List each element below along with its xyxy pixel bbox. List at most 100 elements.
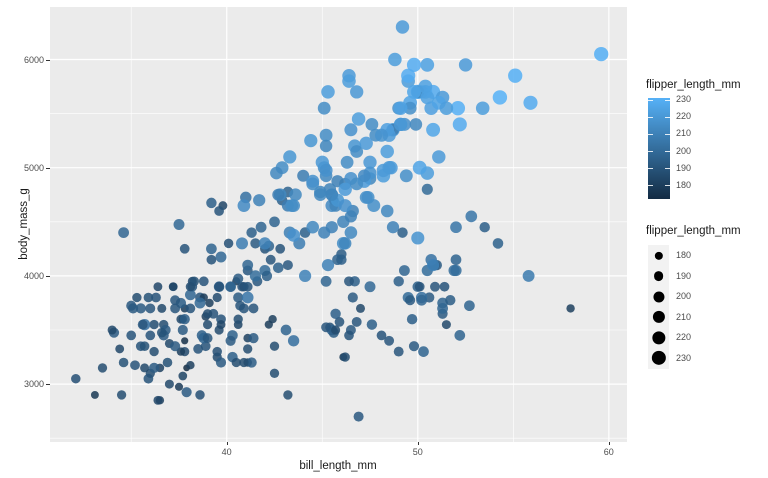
size-legend-dot — [651, 350, 666, 366]
scatter-point — [403, 101, 417, 115]
scatter-point — [399, 169, 413, 183]
scatter-point — [347, 292, 358, 303]
scatter-point — [454, 330, 466, 341]
scatter-point — [439, 101, 454, 115]
scatter-point — [216, 320, 226, 330]
scatter-point — [261, 270, 273, 282]
size-legend-dot — [654, 251, 663, 260]
scatter-point — [194, 297, 206, 309]
scatter-point — [242, 281, 253, 292]
y-tick-mark — [46, 59, 50, 61]
scatter-point — [145, 303, 156, 314]
scatter-point — [330, 308, 341, 320]
scatter-point — [421, 183, 433, 195]
scatter-point — [325, 188, 339, 201]
scatter-point — [350, 177, 364, 191]
scatter-point — [145, 330, 156, 341]
size-legend-key — [648, 265, 669, 287]
scatter-point — [71, 373, 81, 384]
colorbar-tick — [665, 99, 670, 101]
scatter-point — [317, 101, 331, 115]
scatter-point — [115, 344, 125, 354]
scatter-point — [153, 395, 163, 405]
scatter-point — [126, 300, 137, 311]
scatter-point — [225, 335, 236, 346]
scatter-point — [143, 292, 154, 303]
colorbar-tick-label: 200 — [676, 145, 692, 156]
scatter-point — [214, 206, 224, 216]
scatter-point — [164, 379, 174, 389]
scatter-point — [321, 258, 335, 272]
scatter-point — [344, 276, 354, 287]
size-legend-title: flipper_length_mm — [646, 225, 741, 237]
scatter-point — [248, 303, 259, 314]
scatter-point — [492, 238, 504, 249]
scatter-point — [342, 74, 356, 88]
scatter-point — [242, 259, 254, 271]
scatter-point — [202, 309, 213, 319]
scatter-point — [344, 330, 354, 341]
color-legend-title: flipper_length_mm — [646, 79, 741, 91]
scatter-point — [243, 344, 253, 354]
scatter-point — [439, 281, 450, 292]
x-axis-title: bill_length_mm — [299, 460, 377, 472]
colorbar-tick — [648, 133, 653, 135]
colorbar-tick — [665, 133, 670, 135]
scatter-point — [338, 199, 352, 213]
scatter-point — [282, 260, 293, 271]
size-legend-label: 220 — [676, 332, 692, 342]
y-tick-mark — [46, 167, 50, 169]
y-tick-label: 4000 — [23, 270, 44, 281]
scatter-point — [156, 327, 167, 338]
scatter-canvas — [50, 7, 627, 442]
scatter-point — [406, 313, 418, 325]
size-legend-dot — [651, 330, 666, 345]
colorbar — [648, 98, 670, 199]
scatter-point — [137, 319, 148, 330]
scatter-point — [198, 276, 209, 287]
scatter-point — [269, 368, 280, 378]
scatter-point — [215, 251, 227, 263]
size-legend-key — [648, 347, 669, 369]
y-tick-label: 5000 — [23, 162, 44, 173]
scatter-point — [306, 174, 320, 188]
scatter-point — [118, 357, 129, 368]
scatter-point — [118, 227, 130, 239]
scatter-point — [239, 357, 249, 368]
scatter-point — [464, 300, 475, 312]
scatter-point — [355, 303, 366, 313]
scatter-point — [285, 199, 299, 213]
plot-panel — [50, 7, 627, 442]
colorbar-tick-label: 230 — [676, 94, 692, 105]
scatter-point — [298, 269, 312, 283]
colorbar-tick — [665, 185, 670, 187]
scatter-point — [130, 360, 140, 371]
size-legend-key — [648, 286, 669, 307]
x-tick-label: 40 — [221, 447, 232, 457]
scatter-point — [357, 169, 371, 183]
scatter-point — [225, 281, 236, 293]
y-tick-mark — [46, 275, 50, 277]
x-tick-mark — [226, 442, 228, 445]
scatter-point — [97, 363, 108, 373]
scatter-point — [393, 276, 404, 287]
scatter-point — [380, 204, 394, 218]
scatter-point — [193, 344, 203, 354]
scatter-point — [479, 221, 490, 233]
scatter-point — [248, 333, 259, 344]
scatter-point — [246, 357, 257, 368]
scatter-point — [174, 382, 184, 391]
scatter-point — [184, 289, 196, 301]
scatter-point — [366, 319, 378, 330]
scatter-point — [351, 316, 362, 327]
scatter-point — [340, 352, 350, 362]
scatter-point — [297, 169, 310, 182]
size-legend-dot — [652, 290, 665, 303]
x-tick-mark — [608, 442, 610, 445]
scatter-point — [280, 324, 292, 336]
size-legend-label: 230 — [676, 352, 692, 363]
scatter-point — [253, 194, 266, 207]
scatter-point — [416, 294, 428, 306]
scatter-point — [151, 292, 161, 303]
scatter-point — [388, 52, 402, 67]
